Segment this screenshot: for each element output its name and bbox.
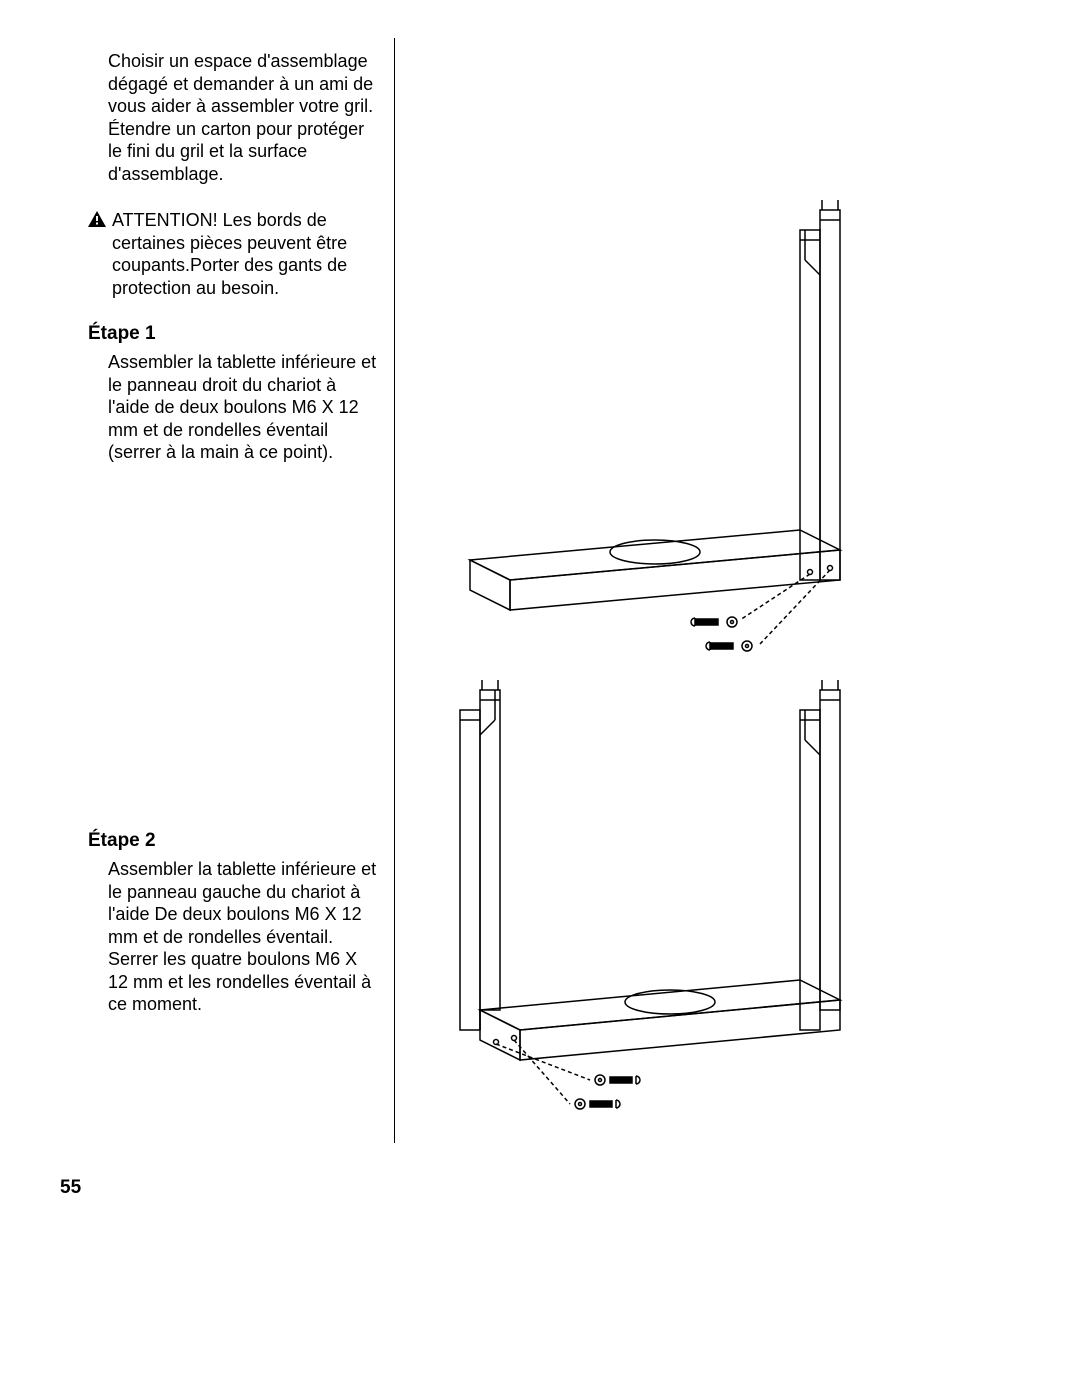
intro-paragraph: Choisir un espace d'assemblage dégagé et… bbox=[108, 50, 378, 185]
step-2-heading: Étape 2 bbox=[88, 830, 378, 852]
step-1-body: Assembler la tablette inférieure et le p… bbox=[108, 351, 378, 464]
attention-label: ATTENTION! bbox=[112, 210, 223, 230]
attention-block: ATTENTION! Les bords de certaines pièces… bbox=[88, 209, 378, 299]
warning-icon bbox=[88, 211, 106, 232]
page: Choisir un espace d'assemblage dégagé et… bbox=[0, 0, 1080, 1397]
diagram-step-2 bbox=[450, 680, 880, 1110]
left-text-column: Choisir un espace d'assemblage dégagé et… bbox=[88, 50, 378, 464]
attention-text: ATTENTION! Les bords de certaines pièces… bbox=[112, 209, 378, 299]
step-2-body: Assembler la tablette inférieure et le p… bbox=[108, 858, 378, 1016]
page-number: 55 bbox=[60, 1177, 81, 1199]
diagram-step-1 bbox=[450, 200, 880, 670]
step-1-heading: Étape 1 bbox=[88, 323, 378, 345]
vertical-divider bbox=[394, 38, 395, 1143]
step-2: Étape 2 Assembler la tablette inférieure… bbox=[88, 830, 378, 1016]
step-1: Étape 1 Assembler la tablette inférieure… bbox=[88, 323, 378, 464]
